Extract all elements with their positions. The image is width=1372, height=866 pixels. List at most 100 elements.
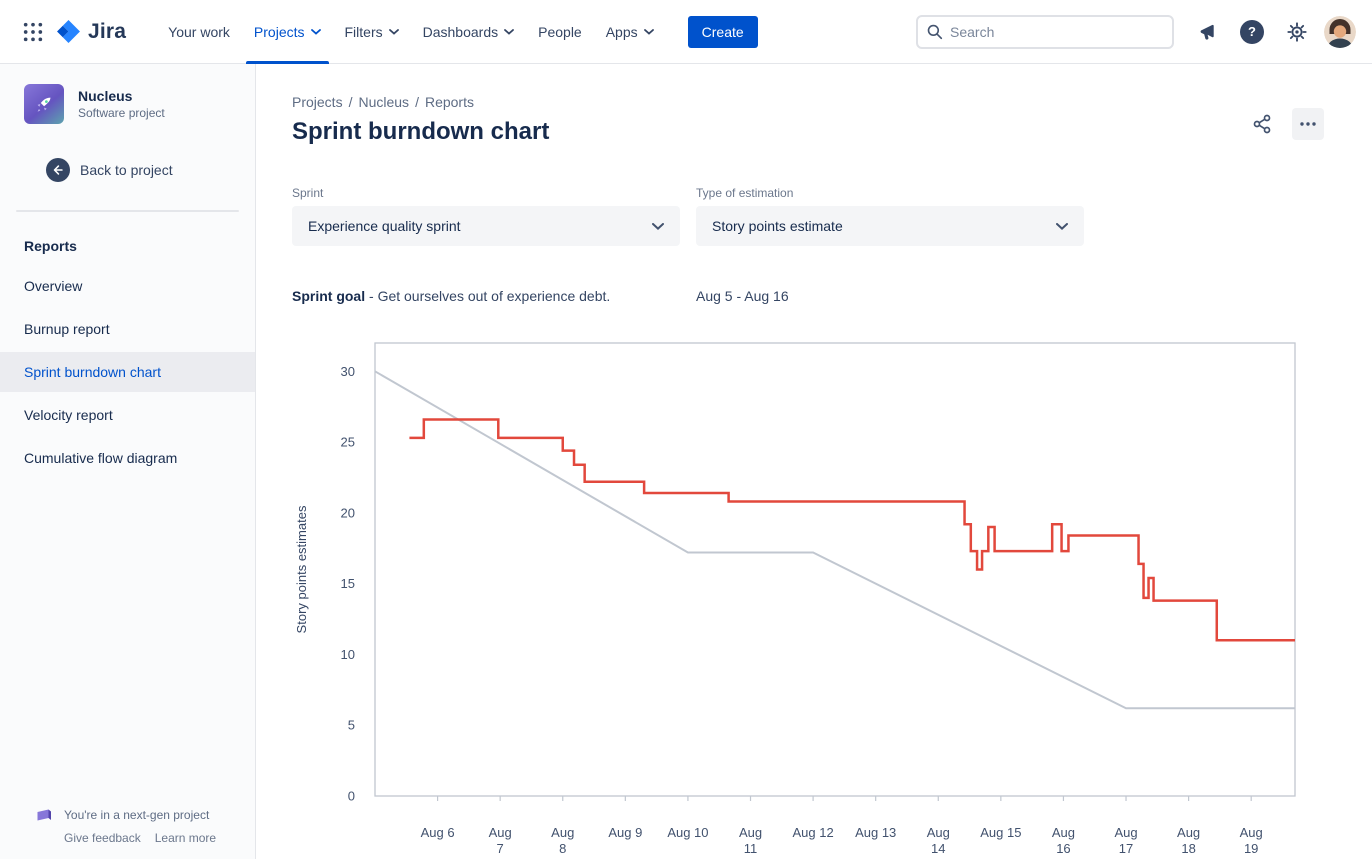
- svg-text:Aug 13: Aug 13: [855, 825, 896, 840]
- main-content: Projects / Nucleus / Reports Sprint burn…: [256, 64, 1372, 859]
- svg-text:Aug: Aug: [1114, 825, 1137, 840]
- help-button[interactable]: ?: [1234, 14, 1270, 50]
- jira-home-link[interactable]: Jira: [56, 19, 126, 44]
- svg-text:11: 11: [744, 841, 758, 856]
- sidebar-item-label: Sprint burndown chart: [24, 364, 161, 380]
- sidebar-item-cumulative-flow-diagram[interactable]: Cumulative flow diagram: [0, 438, 255, 478]
- project-header: Nucleus Software project: [0, 64, 255, 124]
- nav-label: Your work: [168, 24, 230, 40]
- back-to-project-label: Back to project: [80, 162, 173, 178]
- search-input[interactable]: [950, 24, 1164, 40]
- svg-text:19: 19: [1244, 841, 1258, 856]
- share-button[interactable]: [1246, 108, 1278, 140]
- nav-label: Projects: [254, 24, 305, 40]
- nav-right-icons: ?: [1192, 14, 1356, 50]
- settings-button[interactable]: [1280, 15, 1314, 49]
- breadcrumb: Projects / Nucleus / Reports: [292, 94, 1372, 110]
- estimation-filter-label: Type of estimation: [696, 186, 1084, 200]
- svg-text:Aug 6: Aug 6: [421, 825, 455, 840]
- nav-projects[interactable]: Projects: [242, 0, 333, 64]
- app-switcher-button[interactable]: [16, 15, 50, 49]
- sprint-goal-label: Sprint goal: [292, 288, 365, 304]
- svg-text:0: 0: [348, 789, 355, 804]
- sidebar-divider: [16, 210, 239, 212]
- page-actions: [1246, 108, 1324, 140]
- grid-icon: [22, 21, 44, 43]
- svg-text:Aug: Aug: [1177, 825, 1200, 840]
- sprint-select-value: Experience quality sprint: [308, 218, 461, 234]
- estimation-select-value: Story points estimate: [712, 218, 843, 234]
- svg-text:Aug 10: Aug 10: [667, 825, 708, 840]
- nav-label: People: [538, 24, 582, 40]
- jira-logo-icon: [56, 19, 81, 44]
- svg-text:7: 7: [497, 841, 504, 856]
- question-mark-icon: ?: [1240, 20, 1264, 44]
- svg-text:16: 16: [1056, 841, 1070, 856]
- sprint-goal-text: - Get ourselves out of experience debt.: [369, 288, 610, 304]
- svg-text:Aug 9: Aug 9: [608, 825, 642, 840]
- svg-text:17: 17: [1119, 841, 1133, 856]
- svg-text:20: 20: [341, 505, 355, 520]
- sidebar-item-label: Cumulative flow diagram: [24, 450, 177, 466]
- estimation-select[interactable]: Story points estimate: [696, 206, 1084, 246]
- breadcrumb-projects[interactable]: Projects: [292, 94, 343, 110]
- search-icon: [926, 23, 944, 41]
- sprint-date-range: Aug 5 - Aug 16: [696, 288, 789, 304]
- back-arrow-icon: [46, 158, 70, 182]
- breadcrumb-nucleus[interactable]: Nucleus: [358, 94, 409, 110]
- svg-text:Aug: Aug: [1052, 825, 1075, 840]
- sidebar-item-velocity-report[interactable]: Velocity report: [0, 395, 255, 435]
- chevron-down-icon: [389, 29, 399, 35]
- nav-apps[interactable]: Apps: [594, 0, 666, 64]
- feedback-button[interactable]: [1192, 16, 1224, 48]
- share-icon: [1252, 114, 1272, 134]
- svg-text:18: 18: [1181, 841, 1195, 856]
- svg-text:14: 14: [931, 841, 945, 856]
- sidebar: Nucleus Software project Back to project…: [0, 64, 256, 859]
- svg-text:8: 8: [559, 841, 566, 856]
- primary-nav: Your work Projects Filters Dashboards Pe…: [156, 0, 665, 64]
- project-title-block: Nucleus Software project: [78, 87, 165, 121]
- ellipsis-icon: [1300, 122, 1316, 126]
- sidebar-footer: You're in a next-gen project Give feedba…: [0, 807, 255, 845]
- sidebar-item-overview[interactable]: Overview: [0, 266, 255, 306]
- svg-text:Aug: Aug: [739, 825, 762, 840]
- rocket-icon: [33, 93, 55, 115]
- nav-label: Apps: [606, 24, 638, 40]
- sidebar-item-label: Overview: [24, 278, 82, 294]
- nav-filters[interactable]: Filters: [333, 0, 411, 64]
- chevron-down-icon: [504, 29, 514, 35]
- chevron-down-icon: [311, 29, 321, 35]
- chevron-down-icon: [652, 223, 664, 230]
- sidebar-section-title: Reports: [24, 238, 255, 254]
- svg-text:Aug: Aug: [1240, 825, 1263, 840]
- svg-text:Aug: Aug: [927, 825, 950, 840]
- avatar: [1324, 16, 1356, 48]
- project-type: Software project: [78, 105, 165, 121]
- nav-your-work[interactable]: Your work: [156, 0, 242, 64]
- svg-text:Aug: Aug: [551, 825, 574, 840]
- filters-row: Sprint Experience quality sprint Type of…: [292, 186, 1372, 246]
- user-avatar-button[interactable]: [1324, 16, 1356, 48]
- nav-dashboards[interactable]: Dashboards: [411, 0, 527, 64]
- sprint-select[interactable]: Experience quality sprint: [292, 206, 680, 246]
- chevron-down-icon: [644, 29, 654, 35]
- project-avatar: [24, 84, 64, 124]
- more-actions-button[interactable]: [1292, 108, 1324, 140]
- sidebar-item-sprint-burndown-chart[interactable]: Sprint burndown chart: [0, 352, 255, 392]
- next-gen-icon: [36, 807, 52, 823]
- back-to-project[interactable]: Back to project: [46, 158, 239, 182]
- breadcrumb-reports[interactable]: Reports: [425, 94, 474, 110]
- nav-people[interactable]: People: [526, 0, 594, 64]
- give-feedback-link[interactable]: Give feedback: [64, 831, 141, 845]
- next-gen-message: You're in a next-gen project: [64, 808, 209, 822]
- project-name: Nucleus: [78, 87, 165, 105]
- sprint-filter-label: Sprint: [292, 186, 680, 200]
- gear-icon: [1286, 21, 1308, 43]
- jira-logotype: Jira: [88, 20, 126, 44]
- svg-text:15: 15: [341, 576, 355, 591]
- learn-more-link[interactable]: Learn more: [155, 831, 216, 845]
- sidebar-item-burnup-report[interactable]: Burnup report: [0, 309, 255, 349]
- create-button[interactable]: Create: [688, 16, 758, 48]
